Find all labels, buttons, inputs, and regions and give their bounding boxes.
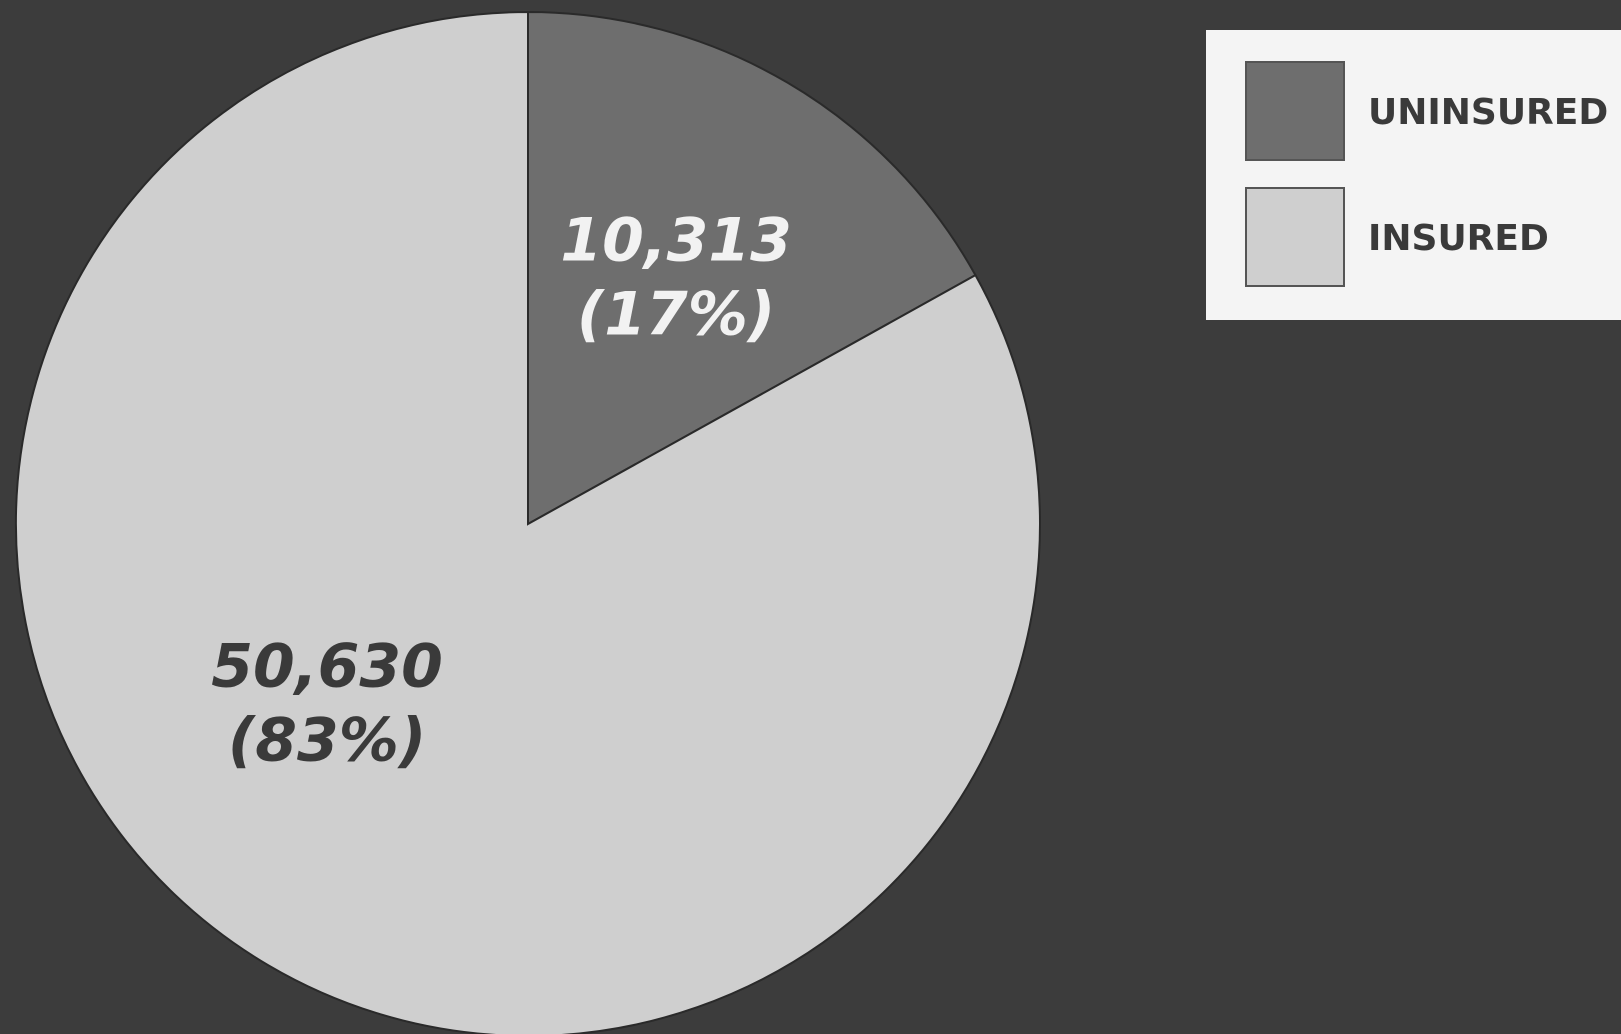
- slice-value-label-insured: 50,630: [211, 632, 443, 702]
- pie-slice-labels: 10,313(17%) 50,630(83%): [211, 206, 792, 776]
- slice-value-label-uninsured: 10,313: [560, 206, 792, 276]
- pie-slice-uninsured: [527, 10, 977, 526]
- legend: UNINSURED INSURED: [1206, 30, 1621, 320]
- legend-swatch-uninsured: [1245, 61, 1345, 161]
- legend-label-uninsured: UNINSURED: [1368, 92, 1608, 133]
- slice-percent-label-uninsured: (17%): [577, 280, 775, 350]
- pie-slices: [15, 10, 1041, 1034]
- legend-swatch-insured: [1245, 187, 1345, 287]
- legend-items: UNINSURED INSURED: [1245, 61, 1608, 287]
- pie-slice-insured: [15, 10, 1041, 1034]
- legend-label-insured: INSURED: [1368, 218, 1549, 259]
- slice-percent-label-insured: (83%): [228, 706, 426, 776]
